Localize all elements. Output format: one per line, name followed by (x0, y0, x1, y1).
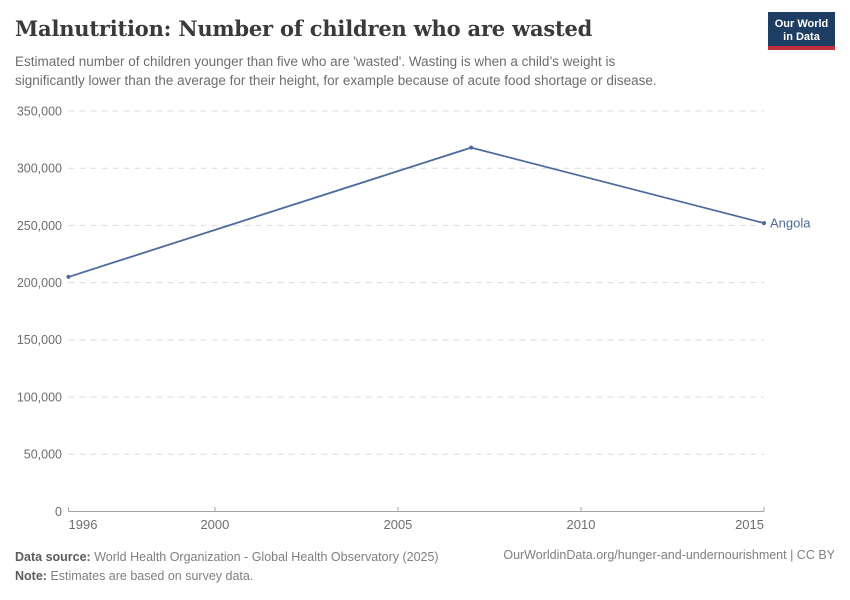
y-axis-tick-label: 300,000 (17, 162, 62, 176)
note-label: Note: (15, 569, 47, 583)
chart-subtitle-line-2: significantly lower than the average for… (15, 73, 657, 88)
owid-url-link[interactable]: OurWorldinData.org/hunger-and-undernouri… (503, 548, 835, 562)
data-point-angola-2015[interactable] (762, 221, 766, 226)
x-axis-tick-label: 2015 (735, 517, 764, 532)
data-line-angola[interactable] (67, 146, 765, 278)
y-axis-tick-label: 350,000 (17, 104, 62, 118)
owid-logo-line-1: Our World (774, 18, 829, 30)
owid-logo-line-2: in Data (783, 31, 820, 43)
series-label-angola[interactable]: Angola (770, 216, 811, 231)
x-axis-tick-label: 2005 (383, 517, 412, 532)
x-axis-tick-label: 2000 (200, 517, 229, 532)
y-axis-tick-label: 100,000 (17, 390, 62, 404)
data-source-text: World Health Organization - Global Healt… (94, 550, 439, 564)
x-axis-tick-label: 1996 (69, 517, 98, 532)
y-axis-tick-label: 250,000 (17, 219, 62, 233)
owid-logo[interactable]: Our World in Data (768, 12, 835, 50)
page-title: Malnutrition: Number of children who are… (15, 16, 593, 41)
data-source-label: Data source: (15, 550, 91, 564)
chart-footer: Data source: World Health Organization -… (15, 548, 439, 586)
note-text: Estimates are based on survey data. (50, 569, 254, 583)
y-axis-tick-label: 150,000 (17, 333, 62, 347)
data-source-line: Data source: World Health Organization -… (15, 548, 439, 567)
y-axis-tick-label: 200,000 (17, 276, 62, 290)
data-point-angola-1996[interactable] (66, 274, 71, 279)
chart-subtitle: Estimated number of children younger tha… (15, 52, 657, 90)
y-axis-tick-label: 50,000 (24, 448, 62, 462)
note-line: Note: Estimates are based on survey data… (15, 567, 439, 586)
x-axis-tick-label: 2010 (567, 517, 596, 532)
y-axis-tick-label: 0 (55, 505, 62, 519)
chart-subtitle-line-1: Estimated number of children younger tha… (15, 54, 616, 69)
data-point-angola-2007[interactable] (469, 145, 474, 150)
